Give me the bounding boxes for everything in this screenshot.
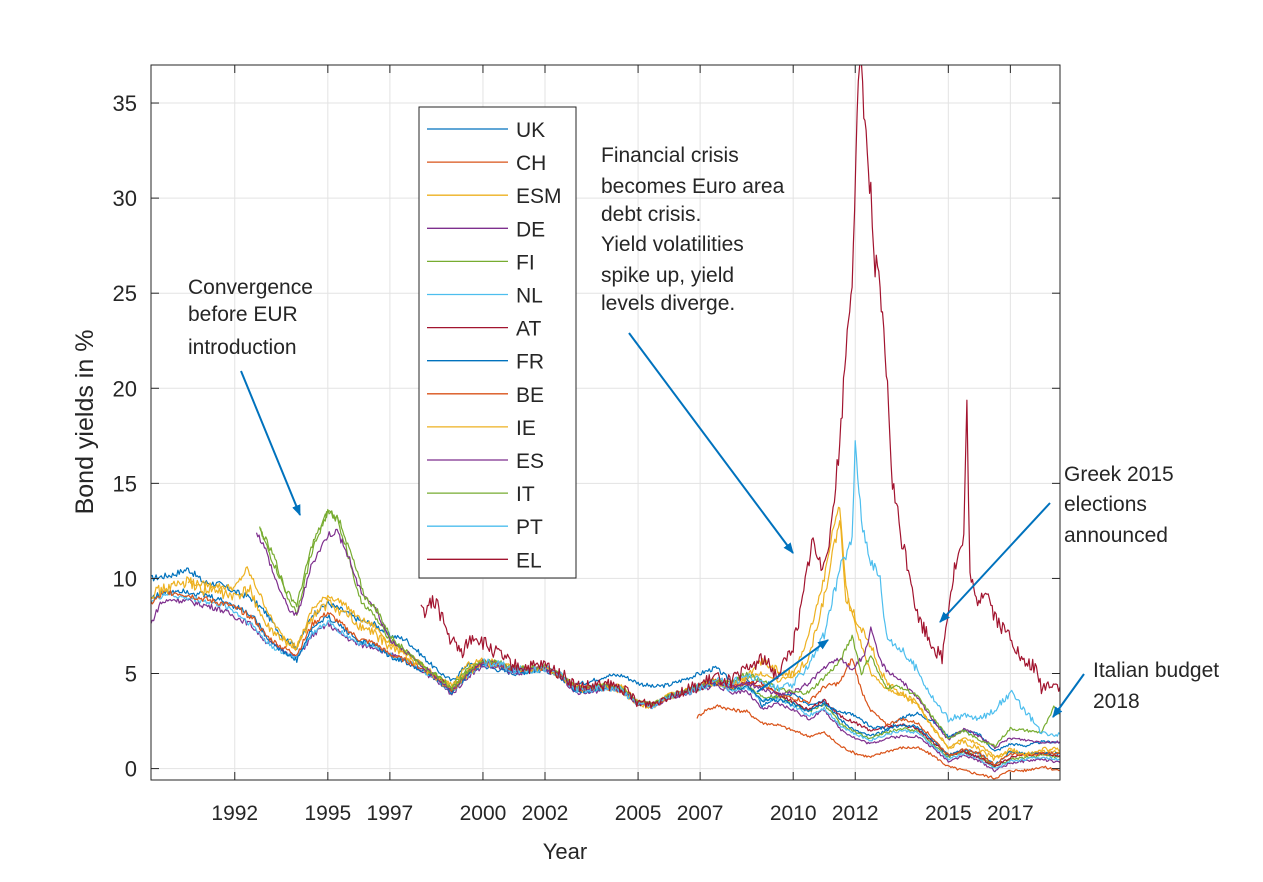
y-tick-label: 15: [113, 471, 137, 496]
x-tick-label: 2002: [522, 802, 569, 825]
legend-label: PT: [516, 516, 543, 539]
annotation-ireland-arrow: [756, 639, 829, 693]
annotations: Convergence before EUR introduction Fina…: [188, 144, 1225, 718]
x-tick-label: 2007: [677, 802, 724, 825]
legend-label: FR: [516, 351, 544, 374]
x-tick-label: 2012: [832, 802, 879, 825]
legend-label: EL: [516, 549, 542, 572]
annotation-greek-elections-line: announced: [1064, 524, 1168, 547]
legend-label: IT: [516, 483, 535, 506]
annotation-financial-crisis: Financial crisis becomes Euro area debt …: [601, 144, 790, 315]
plot-background: [151, 65, 1060, 780]
annotation-financial-crisis-arrow: [628, 332, 794, 554]
x-tick-label: 1997: [367, 802, 414, 825]
legend-label: FI: [516, 251, 535, 274]
annotation-financial-crisis-line: levels diverge.: [601, 292, 735, 315]
series-line-it: [259, 508, 1060, 748]
y-tick-label: 5: [125, 662, 137, 687]
annotation-italian-budget-line: Italian budget: [1093, 659, 1219, 682]
y-tick-label: 0: [125, 757, 137, 782]
y-axis-label: Bond yields in %: [71, 330, 99, 515]
x-axis-label: Year: [543, 839, 587, 864]
y-tick-label: 35: [113, 91, 137, 116]
annotation-financial-crisis-line: spike up, yield: [601, 264, 734, 287]
annotation-greek-elections-line: elections: [1064, 493, 1147, 516]
legend-label: AT: [516, 318, 541, 341]
x-tick-label: 1995: [304, 802, 351, 825]
legend-label: UK: [516, 119, 545, 142]
legend-label: IE: [516, 417, 536, 440]
annotation-financial-crisis-line: becomes Euro area: [601, 175, 785, 198]
annotation-convergence-arrow: [240, 370, 301, 517]
annotation-financial-crisis-line: debt crisis.: [601, 203, 701, 226]
series-line-ch: [696, 704, 1060, 780]
annotation-italian-budget-arrow: [1052, 673, 1085, 718]
plot-frame: [150, 64, 1061, 781]
series-line-esm: [187, 506, 1060, 758]
annotation-convergence-line: introduction: [188, 336, 297, 359]
legend-label: ESM: [516, 185, 562, 208]
y-tick-label: 10: [113, 566, 137, 591]
legend-label: ES: [516, 450, 544, 473]
legend-label: NL: [516, 285, 543, 308]
annotation-greek-elections-line: Greek 2015: [1064, 463, 1174, 486]
y-tick-label: 25: [113, 281, 137, 306]
legend-label: CH: [516, 152, 546, 175]
x-tick-label: 2005: [615, 802, 662, 825]
x-tick-label: 2015: [925, 802, 972, 825]
series-line-fr: [151, 588, 1060, 766]
annotation-financial-crisis-line: Yield volatilities: [601, 233, 744, 256]
x-tick-label: 2010: [770, 802, 817, 825]
annotation-financial-crisis-line: Financial crisis: [601, 144, 739, 167]
y-tick-label: 20: [113, 376, 137, 401]
annotation-convergence: Convergence before EUR introduction: [188, 276, 319, 359]
x-tick-label: 2017: [987, 802, 1034, 825]
grid: [151, 65, 1060, 780]
x-tick-label: 1992: [211, 802, 258, 825]
x-tick-label: 2000: [460, 802, 507, 825]
series-layer: [151, 65, 1060, 780]
series-line-el: [420, 65, 1060, 709]
ticks: 1992 1995 1997 2000 2002 2005 2007 2010 2012 2015…: [113, 65, 1060, 825]
legend-label: DE: [516, 218, 545, 241]
annotation-greek-elections: Greek 2015 elections announced: [1064, 463, 1180, 547]
annotation-convergence-line: Convergence: [188, 276, 313, 299]
legend-box: [418, 106, 577, 579]
annotation-greek-elections-arrow: [939, 502, 1051, 623]
annotation-convergence-line: before EUR: [188, 303, 298, 326]
legend: UK CH ESM DE FI NL AT FR BE IE ES IT PT EL: [418, 106, 577, 579]
annotation-italian-budget-line: 2018: [1093, 690, 1140, 713]
annotation-italian-budget: Italian budget 2018: [1093, 659, 1225, 713]
legend-label: BE: [516, 384, 544, 407]
y-tick-label: 30: [113, 186, 137, 211]
